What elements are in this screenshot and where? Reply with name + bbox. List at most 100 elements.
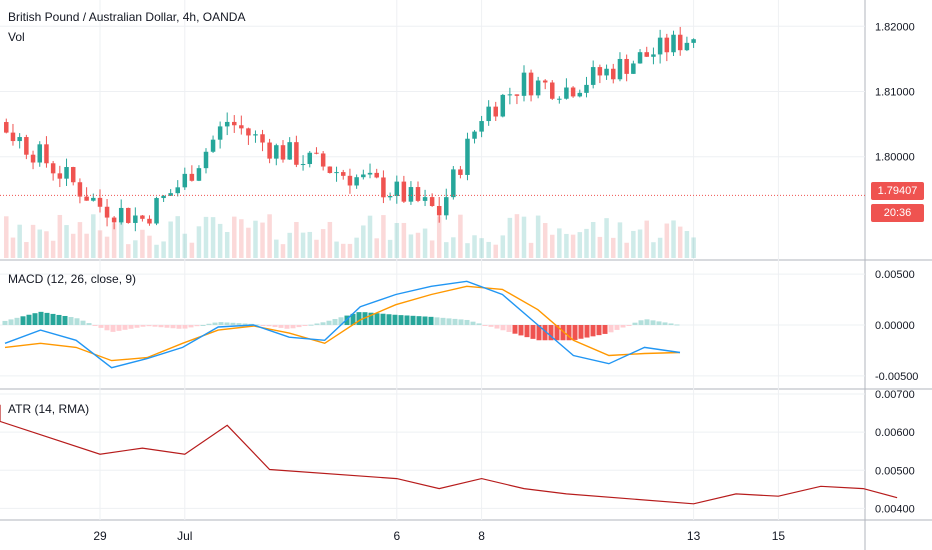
candle-down — [415, 187, 421, 201]
candle-down — [140, 215, 145, 219]
macd-histogram-bar — [116, 325, 122, 331]
candle-up — [387, 196, 393, 198]
candle-up — [671, 34, 676, 53]
volume-bar — [287, 232, 292, 258]
volume-bar — [637, 229, 643, 258]
macd-label: MACD (12, 26, close, 9) — [8, 272, 137, 286]
macd-histogram-bar — [320, 322, 326, 325]
candle-down — [10, 132, 16, 142]
volume-bar — [422, 228, 428, 258]
volume-bar — [361, 225, 366, 258]
volume-bar — [161, 241, 166, 258]
countdown-tag: 20:36 — [871, 204, 924, 222]
macd-histogram-bar — [158, 325, 164, 328]
macd-histogram-bar — [458, 319, 464, 325]
candle-up — [361, 174, 366, 178]
volume-bar — [631, 230, 636, 258]
candle-down — [24, 137, 29, 155]
macd-histogram-bar — [248, 323, 254, 325]
macd-histogram-bar — [134, 325, 140, 328]
macd-histogram-bar — [62, 315, 68, 325]
macd-histogram-bar — [14, 317, 20, 325]
candle-down — [260, 134, 265, 143]
macd-histogram-bar — [524, 325, 530, 338]
volume-bar — [570, 234, 576, 258]
volume-bar — [10, 237, 16, 258]
volume-bar — [274, 239, 279, 258]
volume-bar — [557, 228, 562, 258]
candle-up — [17, 137, 22, 142]
macd-histogram-bar — [38, 311, 44, 325]
candle-down — [111, 217, 117, 223]
volume-bar — [486, 241, 491, 258]
macd-histogram-bar — [44, 312, 50, 325]
volume-bar — [175, 216, 180, 258]
volume-bar — [597, 236, 603, 258]
candle-down — [493, 106, 498, 117]
macd-histogram-bar — [386, 314, 392, 325]
macd-histogram-bar — [80, 320, 86, 325]
volume-bar — [354, 237, 359, 258]
candle-up — [253, 134, 258, 136]
candle-down — [147, 218, 152, 224]
macd-histogram-bar — [416, 316, 422, 325]
macd-histogram-bar — [74, 318, 80, 325]
macd-histogram-bar — [176, 325, 182, 329]
volume-bar — [521, 216, 527, 258]
candle-up — [300, 164, 306, 166]
candle-down — [542, 80, 548, 83]
macd-histogram-bar — [530, 325, 536, 339]
macd-histogram-bar — [152, 325, 158, 327]
volume-bar — [246, 227, 251, 258]
volume-bar — [239, 219, 244, 258]
volume-bar — [314, 239, 319, 258]
macd-histogram-bar — [200, 324, 206, 326]
macd-histogram-bar — [164, 325, 170, 328]
candle-down — [374, 172, 379, 178]
volume-bar — [70, 233, 76, 258]
volume-bar — [37, 229, 42, 258]
candle-up — [590, 67, 596, 85]
candle-down — [597, 67, 603, 76]
volume-bar — [564, 233, 569, 258]
volume-bar — [24, 242, 29, 258]
candle-down — [327, 166, 333, 173]
macd-histogram-bar — [218, 322, 224, 325]
price-axis-tick: 1.81000 — [875, 87, 915, 99]
candle-up — [691, 39, 696, 43]
candle-down — [347, 175, 353, 186]
candle-down — [267, 142, 272, 159]
candle-up — [584, 84, 589, 93]
candle-up — [118, 207, 124, 223]
macd-histogram-bar — [428, 316, 434, 325]
macd-histogram-bar — [374, 313, 380, 325]
candle-up — [64, 167, 69, 179]
volume-bar — [507, 217, 513, 258]
macd-histogram-bar — [626, 325, 632, 326]
macd-histogram-bar — [656, 321, 662, 325]
volume-bar — [429, 240, 435, 258]
volume-bar — [147, 235, 152, 258]
macd-histogram-bar — [344, 315, 350, 325]
candle-up — [651, 54, 656, 57]
volume-bar — [196, 226, 202, 258]
volume-bar — [479, 238, 484, 258]
volume-bar — [577, 232, 583, 258]
volume-bar — [44, 231, 49, 258]
candle-up — [196, 168, 202, 181]
macd-histogram-bar — [26, 314, 32, 325]
volume-bar — [4, 216, 9, 258]
volume-bar — [97, 230, 103, 258]
volume-bar — [671, 220, 676, 258]
chart-title: British Pound / Australian Dollar, 4h, O… — [8, 10, 246, 24]
candle-up — [604, 68, 609, 76]
volume-bar — [387, 239, 393, 258]
macd-histogram-bar — [566, 325, 572, 341]
macd-histogram-bar — [560, 325, 566, 341]
macd-histogram-bar — [242, 323, 248, 325]
candle-down — [4, 122, 9, 133]
macd-histogram-bar — [482, 325, 488, 326]
macd-histogram-bar — [638, 320, 644, 325]
macd-histogram-bar — [128, 325, 134, 329]
